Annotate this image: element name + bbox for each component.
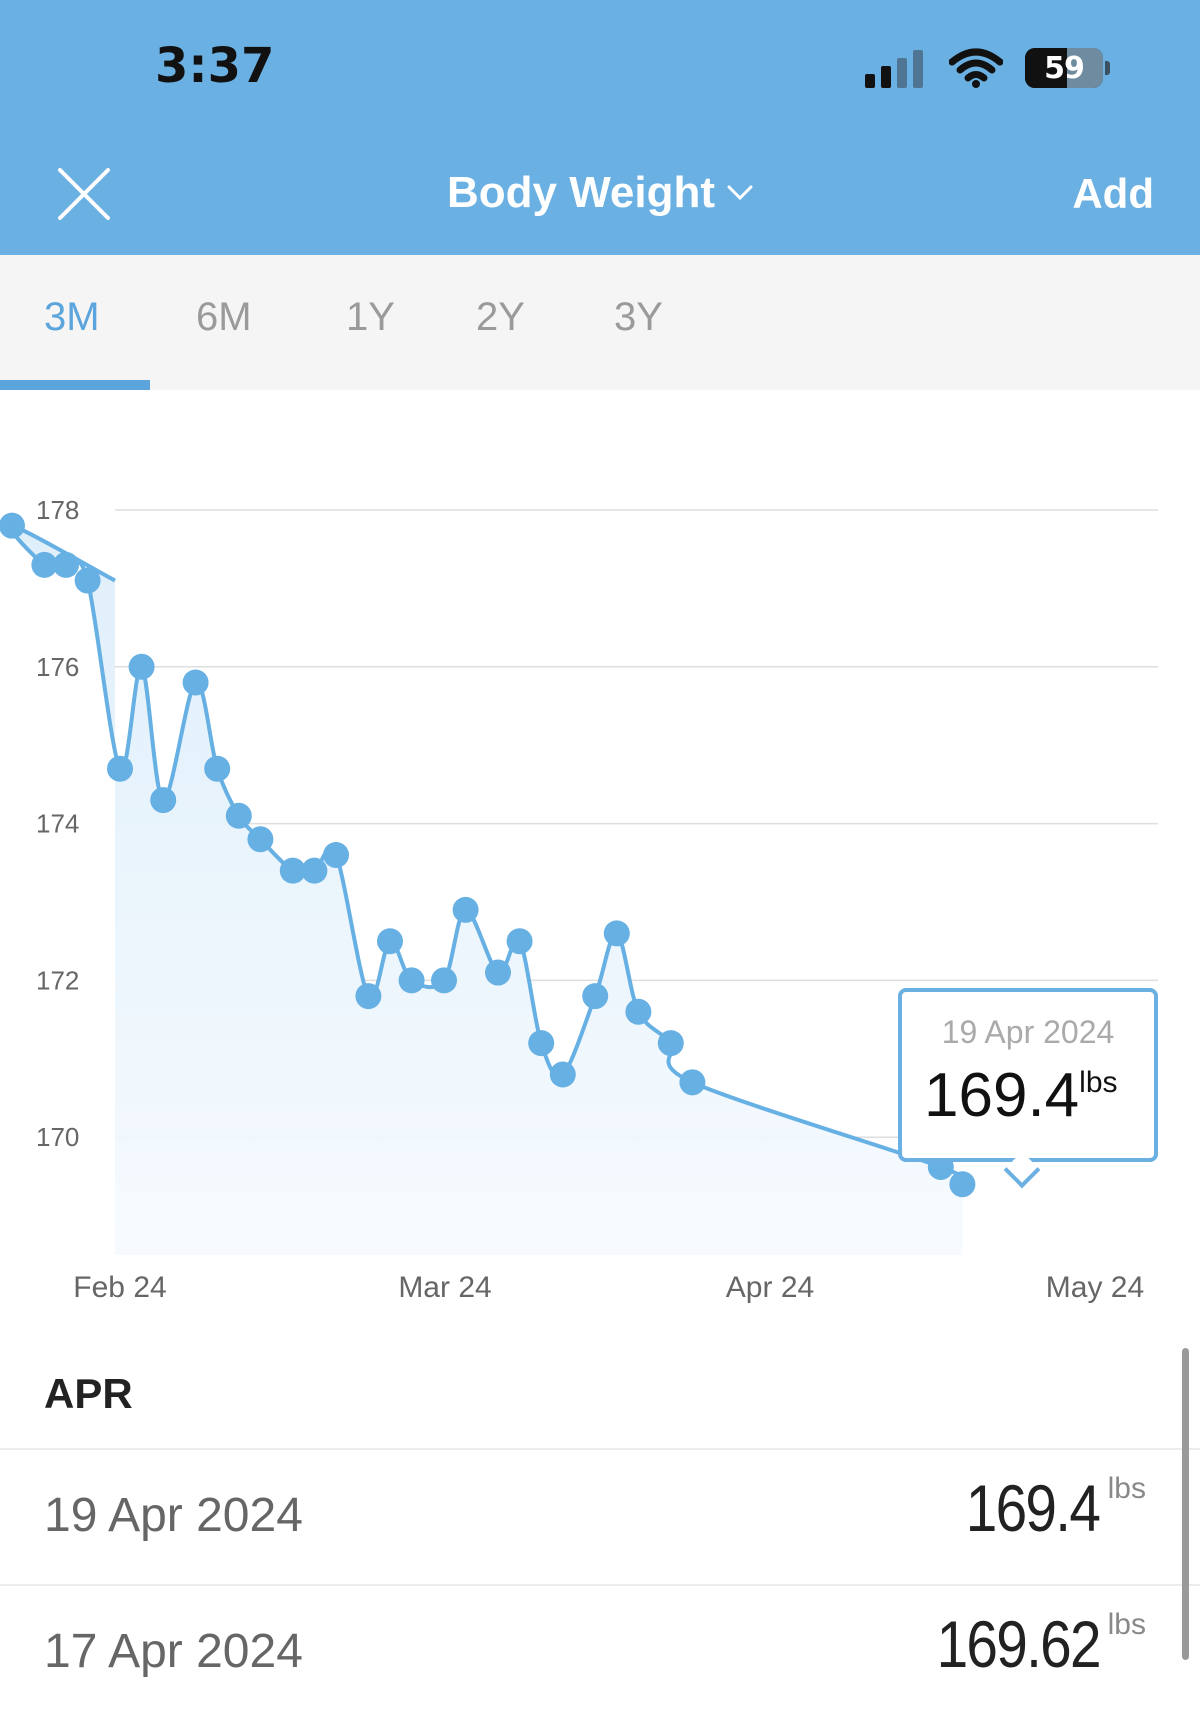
y-tick-label: 174 (36, 809, 79, 839)
entry-value: 169.62 lbs (910, 1606, 1146, 1682)
data-point (452, 896, 479, 923)
weight-chart[interactable]: 178 176 174 172 170 Feb 24 Mar 24 Apr 24 May 24 (0, 390, 1200, 1320)
chevron-down-icon (727, 185, 753, 201)
data-point (150, 787, 177, 814)
y-tick-label: 176 (36, 652, 79, 682)
x-tick-label: May 24 (1046, 1271, 1144, 1304)
entry-number: 169.4 (966, 1471, 1101, 1545)
battery-nub (1105, 61, 1110, 75)
data-point (301, 857, 328, 884)
divider (0, 1448, 1200, 1450)
value-tooltip: 19 Apr 2024 169.4lbs (898, 988, 1158, 1162)
top-header: 3:37 59 Body Weight (0, 0, 1200, 255)
data-point (549, 1061, 576, 1088)
tab-1y[interactable]: 1Y (346, 295, 395, 339)
data-point (506, 928, 533, 955)
x-tick-label: Feb 24 (73, 1271, 166, 1304)
data-point (949, 1171, 976, 1198)
tab-3y[interactable]: 3Y (614, 295, 663, 339)
x-tick-label: Mar 24 (398, 1271, 491, 1304)
data-point (74, 567, 101, 594)
tooltip-unit: lbs (1079, 1066, 1118, 1099)
data-point (582, 983, 609, 1010)
data-point (355, 983, 382, 1010)
data-point (247, 826, 274, 853)
entry-date: 19 Apr 2024 (44, 1489, 303, 1542)
wifi-icon (949, 48, 1003, 88)
page-title: Body Weight (446, 168, 716, 217)
data-point (625, 998, 652, 1025)
tooltip-value: 169.4lbs (924, 1060, 1118, 1131)
tab-3m[interactable]: 3M (44, 295, 100, 339)
data-point (128, 653, 155, 680)
data-point (528, 1030, 555, 1057)
divider (0, 1584, 1200, 1586)
data-point (377, 928, 403, 955)
data-point (431, 967, 457, 994)
tab-2y[interactable]: 2Y (476, 295, 525, 339)
list-item[interactable]: 17 Apr 2024 169.62 lbs (0, 1586, 1180, 1720)
active-tab-indicator (0, 380, 150, 390)
data-point (603, 920, 630, 947)
scrollbar[interactable] (1182, 1348, 1189, 1660)
series-area (9, 525, 967, 1255)
tab-6m[interactable]: 6M (196, 295, 252, 339)
month-section-header: APR (44, 1370, 133, 1417)
x-tick-label: Apr 24 (726, 1271, 814, 1304)
title-container: Body Weight (0, 168, 1200, 218)
data-point (225, 802, 252, 829)
entry-date: 17 Apr 2024 (44, 1625, 303, 1678)
y-tick-label: 172 (36, 965, 79, 995)
data-point (107, 755, 133, 782)
data-point (485, 959, 511, 986)
entry-unit: lbs (1107, 1472, 1146, 1505)
y-tick-label: 178 (36, 495, 79, 525)
battery-icon: 59 (1025, 48, 1103, 88)
data-point (398, 967, 425, 994)
list-item[interactable]: 19 Apr 2024 169.4 lbs (0, 1450, 1180, 1584)
data-point (323, 841, 349, 868)
chart-svg: 178 176 174 172 170 Feb 24 Mar 24 Apr 24 May 24 (0, 495, 1158, 1304)
status-time: 3:37 (155, 38, 275, 94)
y-tick-label: 170 (36, 1122, 79, 1152)
data-point (279, 857, 306, 884)
tooltip-number: 169.4 (924, 1061, 1080, 1130)
entry-number: 169.62 (936, 1607, 1101, 1681)
add-button[interactable]: Add (1072, 170, 1154, 217)
data-point (0, 512, 25, 539)
cellular-signal-icon (865, 50, 923, 88)
metric-dropdown[interactable]: Body Weight (447, 168, 753, 218)
close-button[interactable] (56, 166, 112, 222)
close-icon (58, 168, 110, 220)
tooltip-date: 19 Apr 2024 (941, 1014, 1115, 1050)
data-point (31, 551, 58, 578)
battery-level: 59 (1044, 50, 1085, 86)
data-point (679, 1069, 706, 1096)
data-point (204, 755, 231, 782)
data-point (657, 1030, 684, 1057)
entry-unit: lbs (1107, 1608, 1146, 1641)
data-point (53, 551, 79, 578)
data-point (182, 669, 209, 696)
range-tabs: 3M 6M 1Y 2Y 3Y (0, 255, 1200, 390)
entry-value: 169.4 lbs (944, 1470, 1146, 1546)
status-icons: 59 (865, 48, 1110, 88)
